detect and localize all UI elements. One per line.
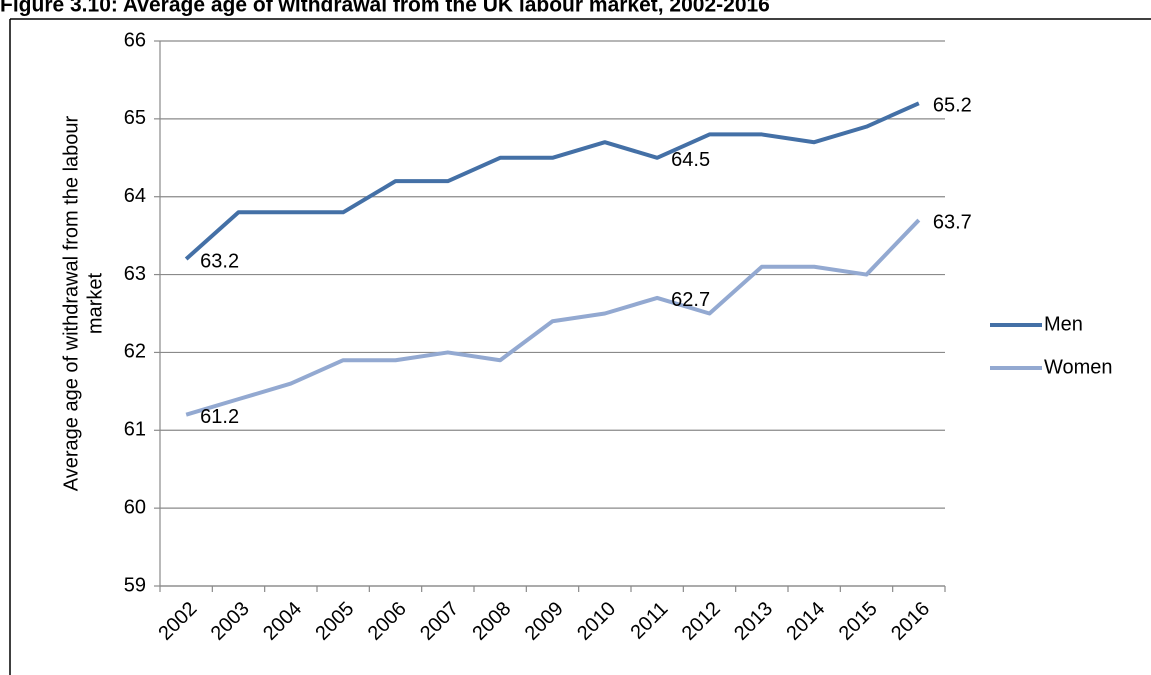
data-label: 63.7 [933,211,972,233]
x-tick-label: 2011 [626,598,672,644]
x-tick-label: 2010 [573,598,620,645]
x-tick-label: 2004 [259,598,306,645]
y-axis-label: market [84,272,106,334]
x-tick-label: 2014 [782,598,829,645]
x-tick-label: 2008 [468,598,515,645]
y-tick-label: 60 [124,496,146,518]
y-tick-label: 61 [124,419,146,441]
x-tick-label: 2012 [678,598,725,645]
data-label: 61.2 [200,406,239,428]
x-tick-label: 2015 [835,598,882,645]
y-tick-label: 66 [124,29,146,51]
data-label: 64.5 [671,149,710,171]
x-tick-label: 2006 [364,598,411,645]
x-tick-label: 2016 [887,598,934,645]
y-tick-label: 63 [124,263,146,285]
chart-title: Figure 3.10: Average age of withdrawal f… [0,0,770,17]
legend-label: Women [1044,356,1113,378]
y-axis-label: Average age of withdrawal from the labou… [60,115,82,491]
x-tick-label: 2009 [521,598,568,645]
x-tick-label: 2002 [154,598,201,645]
data-label: 62.7 [671,289,710,311]
y-tick-label: 65 [124,107,146,129]
x-tick-label: 2007 [416,598,463,645]
y-tick-label: 62 [124,341,146,363]
y-tick-label: 64 [124,185,146,207]
data-label: 65.2 [933,95,972,117]
legend-label: Men [1044,313,1083,335]
y-tick-label: 59 [124,574,146,596]
x-tick-label: 2013 [730,598,777,645]
series-line [185,218,921,417]
data-label: 63.2 [200,250,239,272]
x-tick-label: 2005 [311,598,358,645]
series-line [184,101,920,261]
x-tick-label: 2003 [207,598,254,645]
